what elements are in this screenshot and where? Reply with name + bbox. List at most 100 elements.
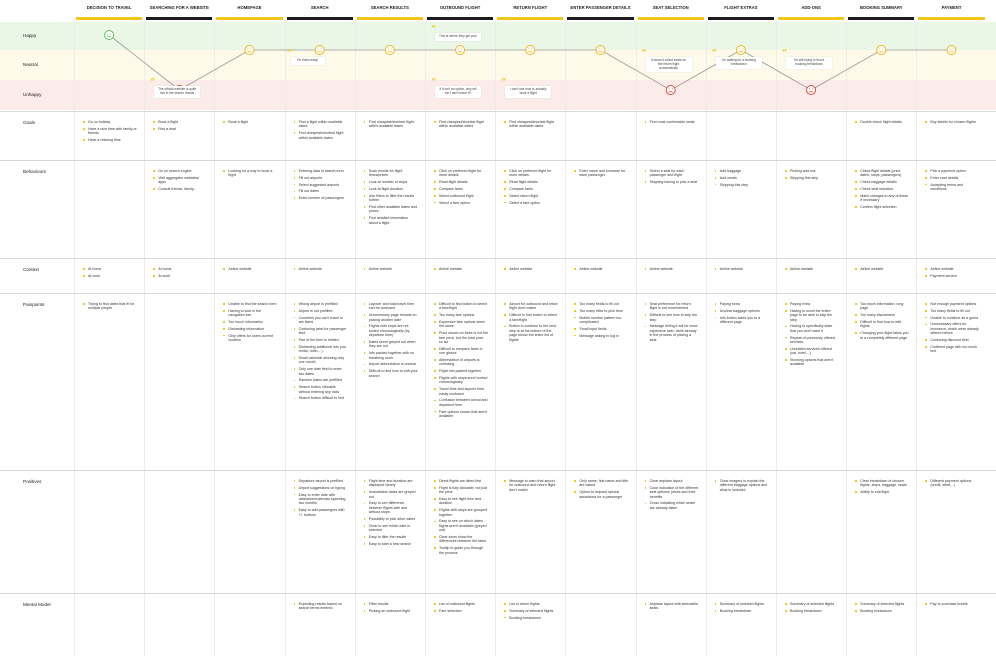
row-label: Behaviours	[23, 169, 46, 174]
list-item: Summary of selected flights	[504, 609, 558, 613]
journey-cell: Wrong airport is prefilled Airport is not…	[293, 302, 348, 403]
list-item: List of return flights	[504, 602, 558, 606]
list-item: Airport is not prefilled	[293, 309, 348, 313]
emotion-face-neutral-icon	[735, 45, 746, 55]
list-item: Dates seem greyed out when they are not	[363, 340, 418, 349]
journey-cell: Paying extra Unclear baggage options Info …	[714, 302, 769, 327]
journey-cell: Check flight details (price, dates, stop…	[855, 169, 909, 212]
quote-icon: “	[501, 78, 507, 88]
list-item: Departure airport is prefilled	[293, 479, 348, 483]
list-item: Skipping this step	[714, 183, 769, 187]
journey-cell: At home At work	[153, 267, 207, 281]
list-item: Abbreviation of airports is confusing	[434, 358, 488, 367]
list-item: Only offers for users current location	[223, 334, 277, 343]
stage-divider	[916, 20, 918, 656]
list-item: Small input fields	[574, 327, 628, 331]
list-item: Pay to purchase tickets	[925, 602, 979, 606]
list-item: Direct flights are listed first	[434, 479, 488, 483]
user-quote: I'm waiting for a booking breakdown	[715, 57, 762, 69]
list-item: Consult friends, family...	[153, 187, 207, 191]
list-item: Buy tickets for chosen flights	[925, 120, 979, 124]
list-item: Message to warn that airport for outboun…	[504, 479, 558, 492]
list-item: Fill out airports	[293, 176, 348, 180]
list-item: Check seat selection	[855, 187, 909, 191]
list-item: Pick a payment option	[925, 169, 979, 173]
row-label: Goals	[23, 120, 36, 125]
list-item: Double check flight details	[855, 120, 909, 124]
list-item: Color indication of the different seat o…	[644, 486, 699, 499]
list-item: Random dates are prefilled	[293, 378, 348, 382]
journey-cell: Unable to find the search form Having to …	[223, 302, 277, 345]
list-item: Booking breakdown	[714, 609, 769, 613]
row-separator	[0, 258, 996, 259]
journey-cell: Go on search engine Visit aggregator webs…	[153, 169, 207, 194]
journey-cell: Double check flight details	[855, 120, 909, 127]
list-item: Scan results for flight times/prices	[363, 169, 418, 178]
emotion-face-neutral-icon	[946, 45, 957, 55]
list-item: Airport suggestions on typing	[293, 486, 348, 490]
list-item: Changing your flight takes you to a comp…	[855, 331, 909, 340]
journey-cell: Summary of selected flights Booking break…	[785, 602, 839, 616]
list-item: Airline website	[574, 267, 628, 271]
list-item: Unclear baggage options	[714, 309, 769, 313]
list-item: Showing options that aren't available	[785, 358, 839, 367]
list-item: Select outbound flight	[434, 194, 488, 198]
stage-bar	[567, 17, 634, 20]
list-item: Distracting additional info (car rental,…	[293, 345, 348, 354]
list-item: Cluttered page with too much text	[925, 345, 979, 354]
list-item: Airport abbreviation is unclear	[363, 362, 418, 366]
journey-cell: Airport for outbound and return flight d…	[504, 302, 558, 344]
list-item: Check baggage details	[855, 180, 909, 184]
row-label: Context	[23, 267, 39, 272]
stage-divider	[214, 20, 216, 656]
list-item: Airline website	[925, 267, 979, 271]
list-item: Having to look in the navigation bar	[223, 309, 277, 318]
list-item: Picking an outbound flight	[363, 609, 418, 613]
list-item: Too many titles to pick from	[574, 309, 628, 313]
stage-header: SEAT SELECTION	[652, 5, 689, 11]
list-item: Airline website	[714, 267, 769, 271]
list-item: Clear to see which date is selected	[363, 524, 418, 533]
quote-icon: “	[711, 49, 717, 59]
list-item: Flights with stops are grouped together	[434, 508, 488, 517]
list-item: Easy to filter the results	[363, 535, 418, 539]
list-item: Add meals	[714, 176, 769, 180]
list-item: Info button takes you to a different pag…	[714, 316, 769, 325]
stage-divider	[565, 20, 567, 656]
journey-cell: List of return flights Summary of selecte…	[504, 602, 558, 622]
list-item: Enter number of passengers	[293, 196, 348, 200]
list-item: Entering data in search form	[293, 169, 348, 173]
list-item: Select suggested airports	[293, 183, 348, 187]
stage-bar	[427, 17, 494, 20]
list-item: Price shown on fares is not the fare pri…	[434, 331, 488, 344]
list-item: Click on preferred flight for more detai…	[434, 169, 488, 178]
list-item: Summary of selected flights	[855, 602, 909, 606]
list-item: Airline website	[223, 267, 277, 271]
row-separator	[0, 160, 996, 161]
journey-cell: Clear airplane layout Color indication of…	[644, 479, 699, 513]
user-quote: I can't see how to actually book a fligh…	[505, 86, 552, 98]
list-item: Flights with stops are not sorted chrono…	[363, 324, 418, 337]
quote-icon: “	[286, 49, 292, 59]
journey-cell: Looking for a way to book a flight	[223, 169, 277, 180]
list-item: Difficult to find how to edit flights	[855, 320, 909, 329]
list-item: Easy to see on which dates flights aren'…	[434, 519, 488, 532]
list-item: Confusing label for passenger field	[293, 327, 348, 336]
journey-cell: Enter name and surname for each passenge…	[574, 169, 628, 180]
journey-cell: Filter results Picking an outbound flight	[363, 602, 418, 616]
list-item: Too many fields to fill out	[925, 309, 979, 313]
row-separator	[0, 293, 996, 294]
quote-icon: “	[431, 78, 437, 88]
list-item: At work	[153, 274, 207, 278]
list-item: Too many disclaimers	[855, 313, 909, 317]
stage-bar	[918, 17, 985, 20]
list-item: Unnecessary page reloads on picking anot…	[363, 313, 418, 322]
emotion-label-happy: Happy	[23, 33, 37, 38]
list-item: Airport for outbound and return flight d…	[504, 302, 558, 311]
user-quote: If it isn't an option, why tell me I can…	[435, 86, 481, 98]
journey-cell: Airline website	[714, 267, 769, 274]
list-item: Countries you can't travel to are listed	[293, 316, 348, 325]
list-item: Clear icons show the differences between…	[434, 535, 488, 544]
list-item: Look at number of stops	[363, 180, 418, 184]
list-item: Unrelated services offered (car, hotel,.…	[785, 347, 839, 356]
